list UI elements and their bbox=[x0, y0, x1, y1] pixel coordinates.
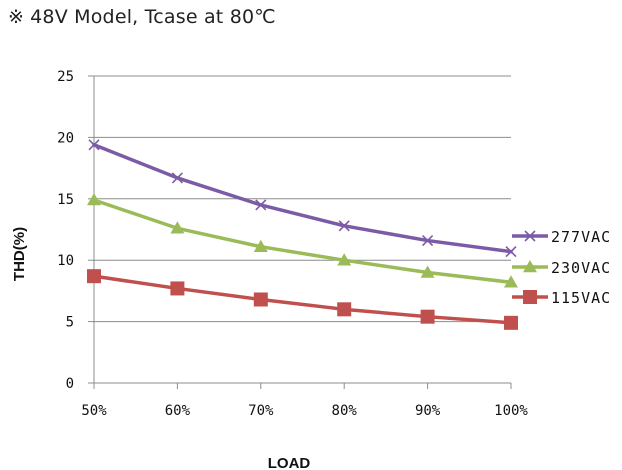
legend-marker bbox=[523, 260, 537, 273]
data-point bbox=[87, 193, 101, 206]
legend-label: 115VAC bbox=[551, 289, 611, 307]
data-point bbox=[504, 275, 518, 288]
y-axis-title: THD(%) bbox=[11, 227, 28, 281]
series-line bbox=[92, 198, 513, 285]
legend-item: 277VAC bbox=[512, 228, 611, 246]
header-text: 48V Model, Tcase at 80℃ bbox=[30, 6, 276, 28]
series-line bbox=[92, 274, 513, 325]
chart-header: ※ 48V Model, Tcase at 80℃ bbox=[8, 6, 276, 28]
legend-label: 277VAC bbox=[551, 228, 611, 246]
data-point bbox=[338, 220, 350, 232]
data-point bbox=[420, 265, 435, 278]
y-tick-label: 15 bbox=[57, 192, 74, 208]
reference-mark: ※ bbox=[8, 6, 25, 28]
data-point bbox=[253, 239, 268, 252]
legend: 277VAC 230VAC 115VAC bbox=[512, 228, 611, 307]
x-tick-label: 90% bbox=[415, 403, 441, 419]
series-group bbox=[87, 139, 518, 330]
series-277VAC bbox=[88, 139, 517, 258]
data-point bbox=[420, 309, 435, 324]
data-point bbox=[87, 269, 101, 284]
x-tick-label: 100% bbox=[494, 403, 528, 419]
legend-item: 230VAC bbox=[512, 259, 611, 277]
x-tick-label: 60% bbox=[165, 403, 191, 419]
legend-item: 115VAC bbox=[512, 289, 611, 307]
data-point bbox=[255, 199, 267, 211]
data-point bbox=[504, 315, 518, 330]
y-tick-label: 20 bbox=[57, 130, 74, 146]
legend-marker bbox=[523, 290, 537, 304]
data-point bbox=[171, 172, 183, 184]
data-point bbox=[253, 292, 268, 307]
y-tick-label: 25 bbox=[57, 69, 74, 85]
x-tick-label: 50% bbox=[81, 403, 107, 419]
data-point bbox=[170, 281, 185, 296]
x-tick-label: 80% bbox=[332, 403, 358, 419]
series-line bbox=[92, 143, 513, 254]
data-point bbox=[337, 253, 352, 266]
grid-lines bbox=[88, 75, 512, 389]
legend-marker bbox=[524, 230, 536, 242]
data-point bbox=[88, 139, 100, 151]
y-tick-labels: 0 5 10 15 20 25 bbox=[57, 69, 74, 392]
series-230VAC bbox=[87, 193, 518, 288]
data-point bbox=[422, 234, 434, 247]
x-tick-labels: 50% 60% 70% 80% 90% 100% bbox=[81, 403, 528, 419]
data-point bbox=[337, 302, 352, 317]
y-tick-label: 5 bbox=[66, 315, 74, 331]
y-tick-label: 10 bbox=[57, 253, 74, 269]
x-axis-title: LOAD bbox=[268, 455, 311, 470]
x-tick-label: 70% bbox=[248, 403, 274, 419]
data-point bbox=[170, 221, 185, 234]
series-115VAC bbox=[87, 269, 518, 330]
legend-label: 230VAC bbox=[551, 259, 611, 277]
data-point bbox=[505, 246, 517, 258]
y-tick-label: 0 bbox=[66, 376, 74, 392]
